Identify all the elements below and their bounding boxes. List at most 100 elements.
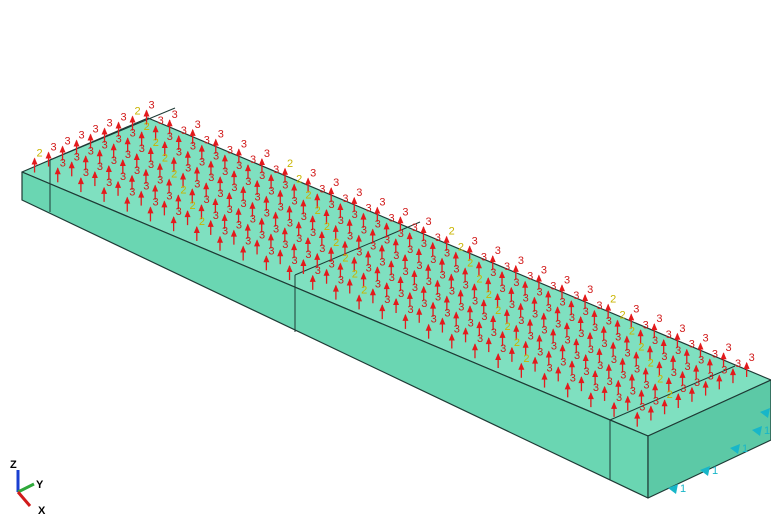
load-arrow-label: 3 bbox=[365, 203, 371, 215]
load-arrow-head bbox=[555, 366, 562, 374]
load-arrow: 3 bbox=[207, 150, 219, 176]
load-arrow-label: 3 bbox=[152, 196, 158, 208]
load-arrow-label: 2 bbox=[458, 242, 464, 254]
load-arrow-label: 3 bbox=[347, 231, 353, 243]
load-arrow-head bbox=[142, 168, 149, 176]
load-arrow-head bbox=[517, 302, 524, 310]
load-arrow-label: 3 bbox=[315, 265, 321, 277]
load-arrow-label: 3 bbox=[565, 334, 571, 346]
load-arrow: 3 bbox=[235, 138, 247, 164]
load-arrow-head bbox=[356, 294, 363, 302]
load-arrow: 3 bbox=[527, 309, 538, 334]
load-arrow: 3 bbox=[628, 364, 640, 389]
load-arrow-label: 3 bbox=[158, 115, 164, 127]
load-arrow-head bbox=[305, 177, 312, 185]
load-arrow: 2 bbox=[147, 137, 159, 162]
partition-line bbox=[294, 221, 421, 276]
load-arrow-head bbox=[277, 189, 284, 197]
load-arrow-label: 3 bbox=[370, 240, 376, 252]
load-arrow-head bbox=[688, 386, 695, 394]
load-arrow-label: 3 bbox=[241, 138, 247, 150]
load-arrow: 3 bbox=[587, 322, 598, 347]
load-arrow: 3 bbox=[397, 266, 409, 292]
load-arrow: 2 bbox=[138, 121, 150, 147]
load-arrow: 3 bbox=[471, 333, 483, 359]
load-arrow: 3 bbox=[582, 344, 594, 370]
load-arrow-label: 3 bbox=[278, 201, 284, 213]
load-arrow-head bbox=[563, 322, 570, 330]
load-arrow-label: 3 bbox=[675, 345, 681, 357]
load-arrow-label: 3 bbox=[472, 295, 478, 307]
load-arrow-head bbox=[634, 411, 641, 419]
load-arrow-head bbox=[527, 318, 534, 326]
load-arrow-head bbox=[268, 173, 275, 181]
load-arrow: 3 bbox=[244, 154, 256, 180]
load-arrow-label: 2 bbox=[486, 289, 492, 301]
load-arrow-head bbox=[614, 319, 621, 327]
load-arrow-head bbox=[54, 167, 61, 175]
load-arrow-label: 3 bbox=[352, 209, 358, 221]
load-arrow-label: 3 bbox=[620, 370, 626, 382]
load-arrow: 3 bbox=[495, 343, 506, 369]
load-arrow: 2 bbox=[642, 357, 654, 383]
load-arrow-head bbox=[656, 361, 663, 369]
load-arrow-label: 3 bbox=[379, 197, 385, 209]
load-arrow: 3 bbox=[429, 232, 441, 257]
load-arrow-head bbox=[518, 362, 525, 370]
load-arrow-label: 3 bbox=[721, 364, 727, 376]
load-arrow-label: 2 bbox=[153, 137, 159, 149]
load-arrow-head bbox=[184, 210, 191, 218]
load-arrow-head bbox=[611, 401, 618, 409]
load-arrow-head bbox=[207, 219, 214, 227]
plate-end-face[interactable] bbox=[647, 379, 771, 499]
load-arrow-label: 3 bbox=[679, 323, 685, 335]
load-arrow-head bbox=[161, 140, 168, 148]
load-arrow: 3 bbox=[485, 267, 496, 293]
load-arrow-label: 3 bbox=[199, 156, 205, 168]
load-arrow: 3 bbox=[170, 206, 182, 232]
load-arrow-head bbox=[531, 296, 538, 304]
load-arrow: 2 bbox=[452, 242, 464, 267]
plate-solid[interactable] bbox=[21, 107, 771, 499]
load-arrow-label: 3 bbox=[694, 377, 700, 389]
load-arrow: 2 bbox=[443, 226, 455, 251]
load-arrow: 3 bbox=[91, 161, 103, 187]
load-arrow-head bbox=[235, 148, 242, 156]
load-arrow-label: 3 bbox=[83, 167, 89, 179]
load-arrow-head bbox=[536, 334, 543, 342]
load-arrow-label: 3 bbox=[310, 167, 316, 179]
load-arrow: 3 bbox=[230, 220, 242, 245]
load-arrow-head bbox=[591, 309, 598, 317]
load-arrow-label: 3 bbox=[578, 328, 584, 340]
load-arrow-label: 3 bbox=[440, 270, 446, 282]
load-arrow-label: 3 bbox=[97, 161, 103, 173]
load-arrow-head bbox=[637, 329, 644, 337]
load-arrow-head bbox=[383, 222, 390, 230]
load-arrow-label: 3 bbox=[407, 304, 413, 316]
load-arrow-head bbox=[300, 199, 307, 207]
load-arrow-head bbox=[341, 240, 348, 248]
load-arrow: 3 bbox=[263, 245, 274, 271]
load-arrow-label: 3 bbox=[523, 293, 529, 305]
load-arrow: 3 bbox=[499, 261, 510, 286]
load-arrow-head bbox=[674, 332, 681, 340]
load-arrow: 3 bbox=[68, 151, 80, 177]
load-arrow-head bbox=[457, 289, 464, 297]
load-arrow-label: 3 bbox=[426, 216, 432, 228]
load-arrow-head bbox=[633, 351, 640, 359]
load-arrow-head bbox=[624, 395, 631, 403]
load-arrow-head bbox=[628, 313, 635, 321]
load-arrow: 3 bbox=[720, 342, 732, 368]
load-arrow-head bbox=[485, 277, 492, 285]
load-arrow: 3 bbox=[402, 304, 414, 329]
load-arrow-label: 3 bbox=[120, 171, 126, 183]
load-arrow-head bbox=[430, 301, 437, 309]
load-arrow-head bbox=[254, 179, 261, 187]
load-arrow-label: 3 bbox=[421, 298, 427, 310]
load-arrow-label: 3 bbox=[241, 198, 247, 210]
load-arrow-label: 3 bbox=[403, 266, 409, 278]
load-arrow: 3 bbox=[457, 279, 469, 305]
load-arrow-label: 3 bbox=[398, 288, 404, 300]
load-arrow-label: 2 bbox=[342, 253, 348, 265]
